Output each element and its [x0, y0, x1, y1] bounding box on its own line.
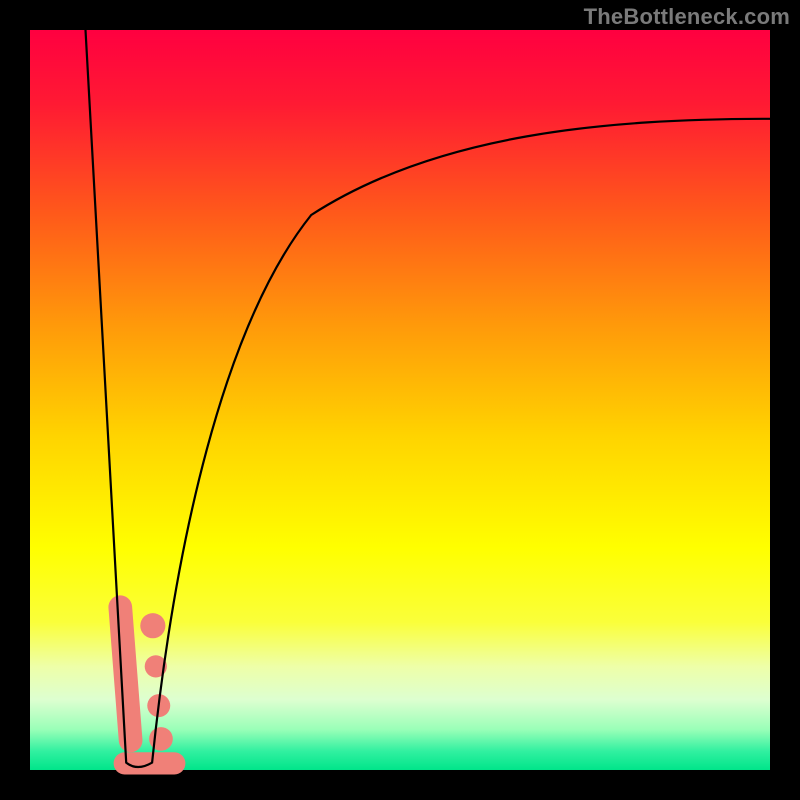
- bottleneck-chart: [0, 0, 800, 800]
- chart-frame: TheBottleneck.com: [0, 0, 800, 800]
- watermark-label: TheBottleneck.com: [584, 4, 790, 30]
- marker-dot-0: [140, 613, 165, 638]
- plot-background: [30, 30, 770, 770]
